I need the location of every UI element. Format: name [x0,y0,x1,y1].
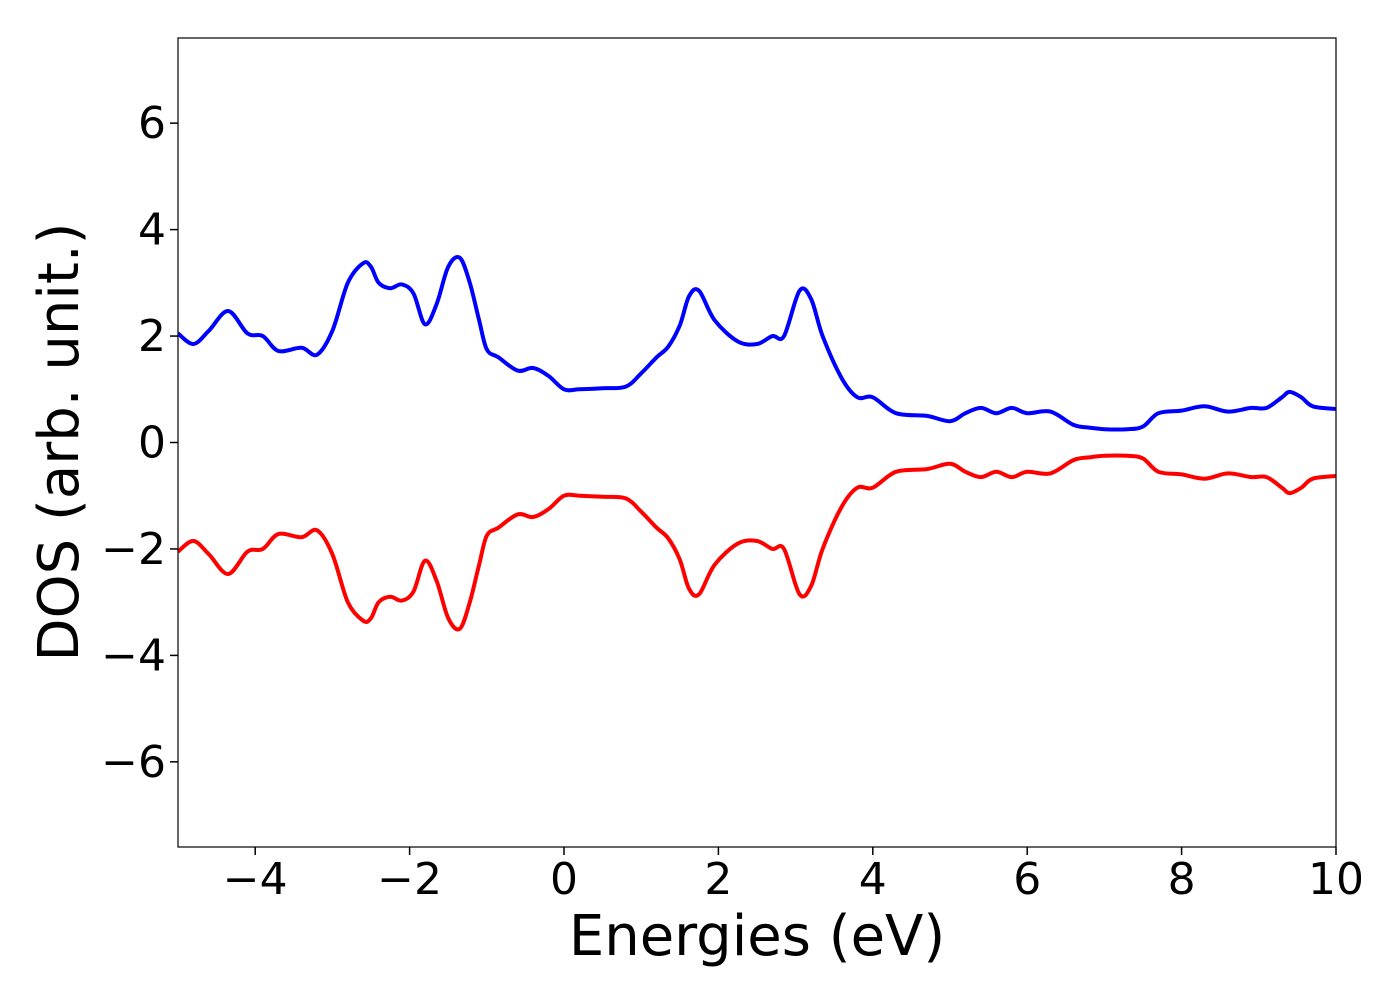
y-tick-label: −4 [101,630,166,681]
dos-spin-down-line [178,453,1336,632]
series-layer [178,255,1336,632]
x-tick-label: −2 [377,854,442,905]
x-tick-label: 8 [1168,854,1196,905]
y-tick-label: 0 [138,418,166,469]
y-tick-label: 2 [138,311,166,362]
x-tick-label: 4 [859,854,887,905]
x-axis-ticks: −4 −2 0 2 4 6 8 10 [223,847,1364,905]
x-tick-label: 6 [1013,854,1041,905]
y-tick-label: −6 [101,737,166,788]
y-tick-label: −2 [101,524,166,575]
y-axis-ticks: 6 4 2 0 −2 −4 −6 [101,98,178,788]
x-tick-label: 10 [1308,854,1364,905]
y-axis-label: DOS (arb. unit.) [27,222,92,661]
y-tick-label: 4 [138,205,166,256]
x-axis-label: Energies (eV) [569,904,945,969]
x-tick-label: −4 [223,854,288,905]
dos-spin-up-line [178,255,1336,432]
x-tick-label: 0 [550,854,578,905]
x-tick-label: 2 [704,854,732,905]
y-tick-label: 6 [138,98,166,149]
